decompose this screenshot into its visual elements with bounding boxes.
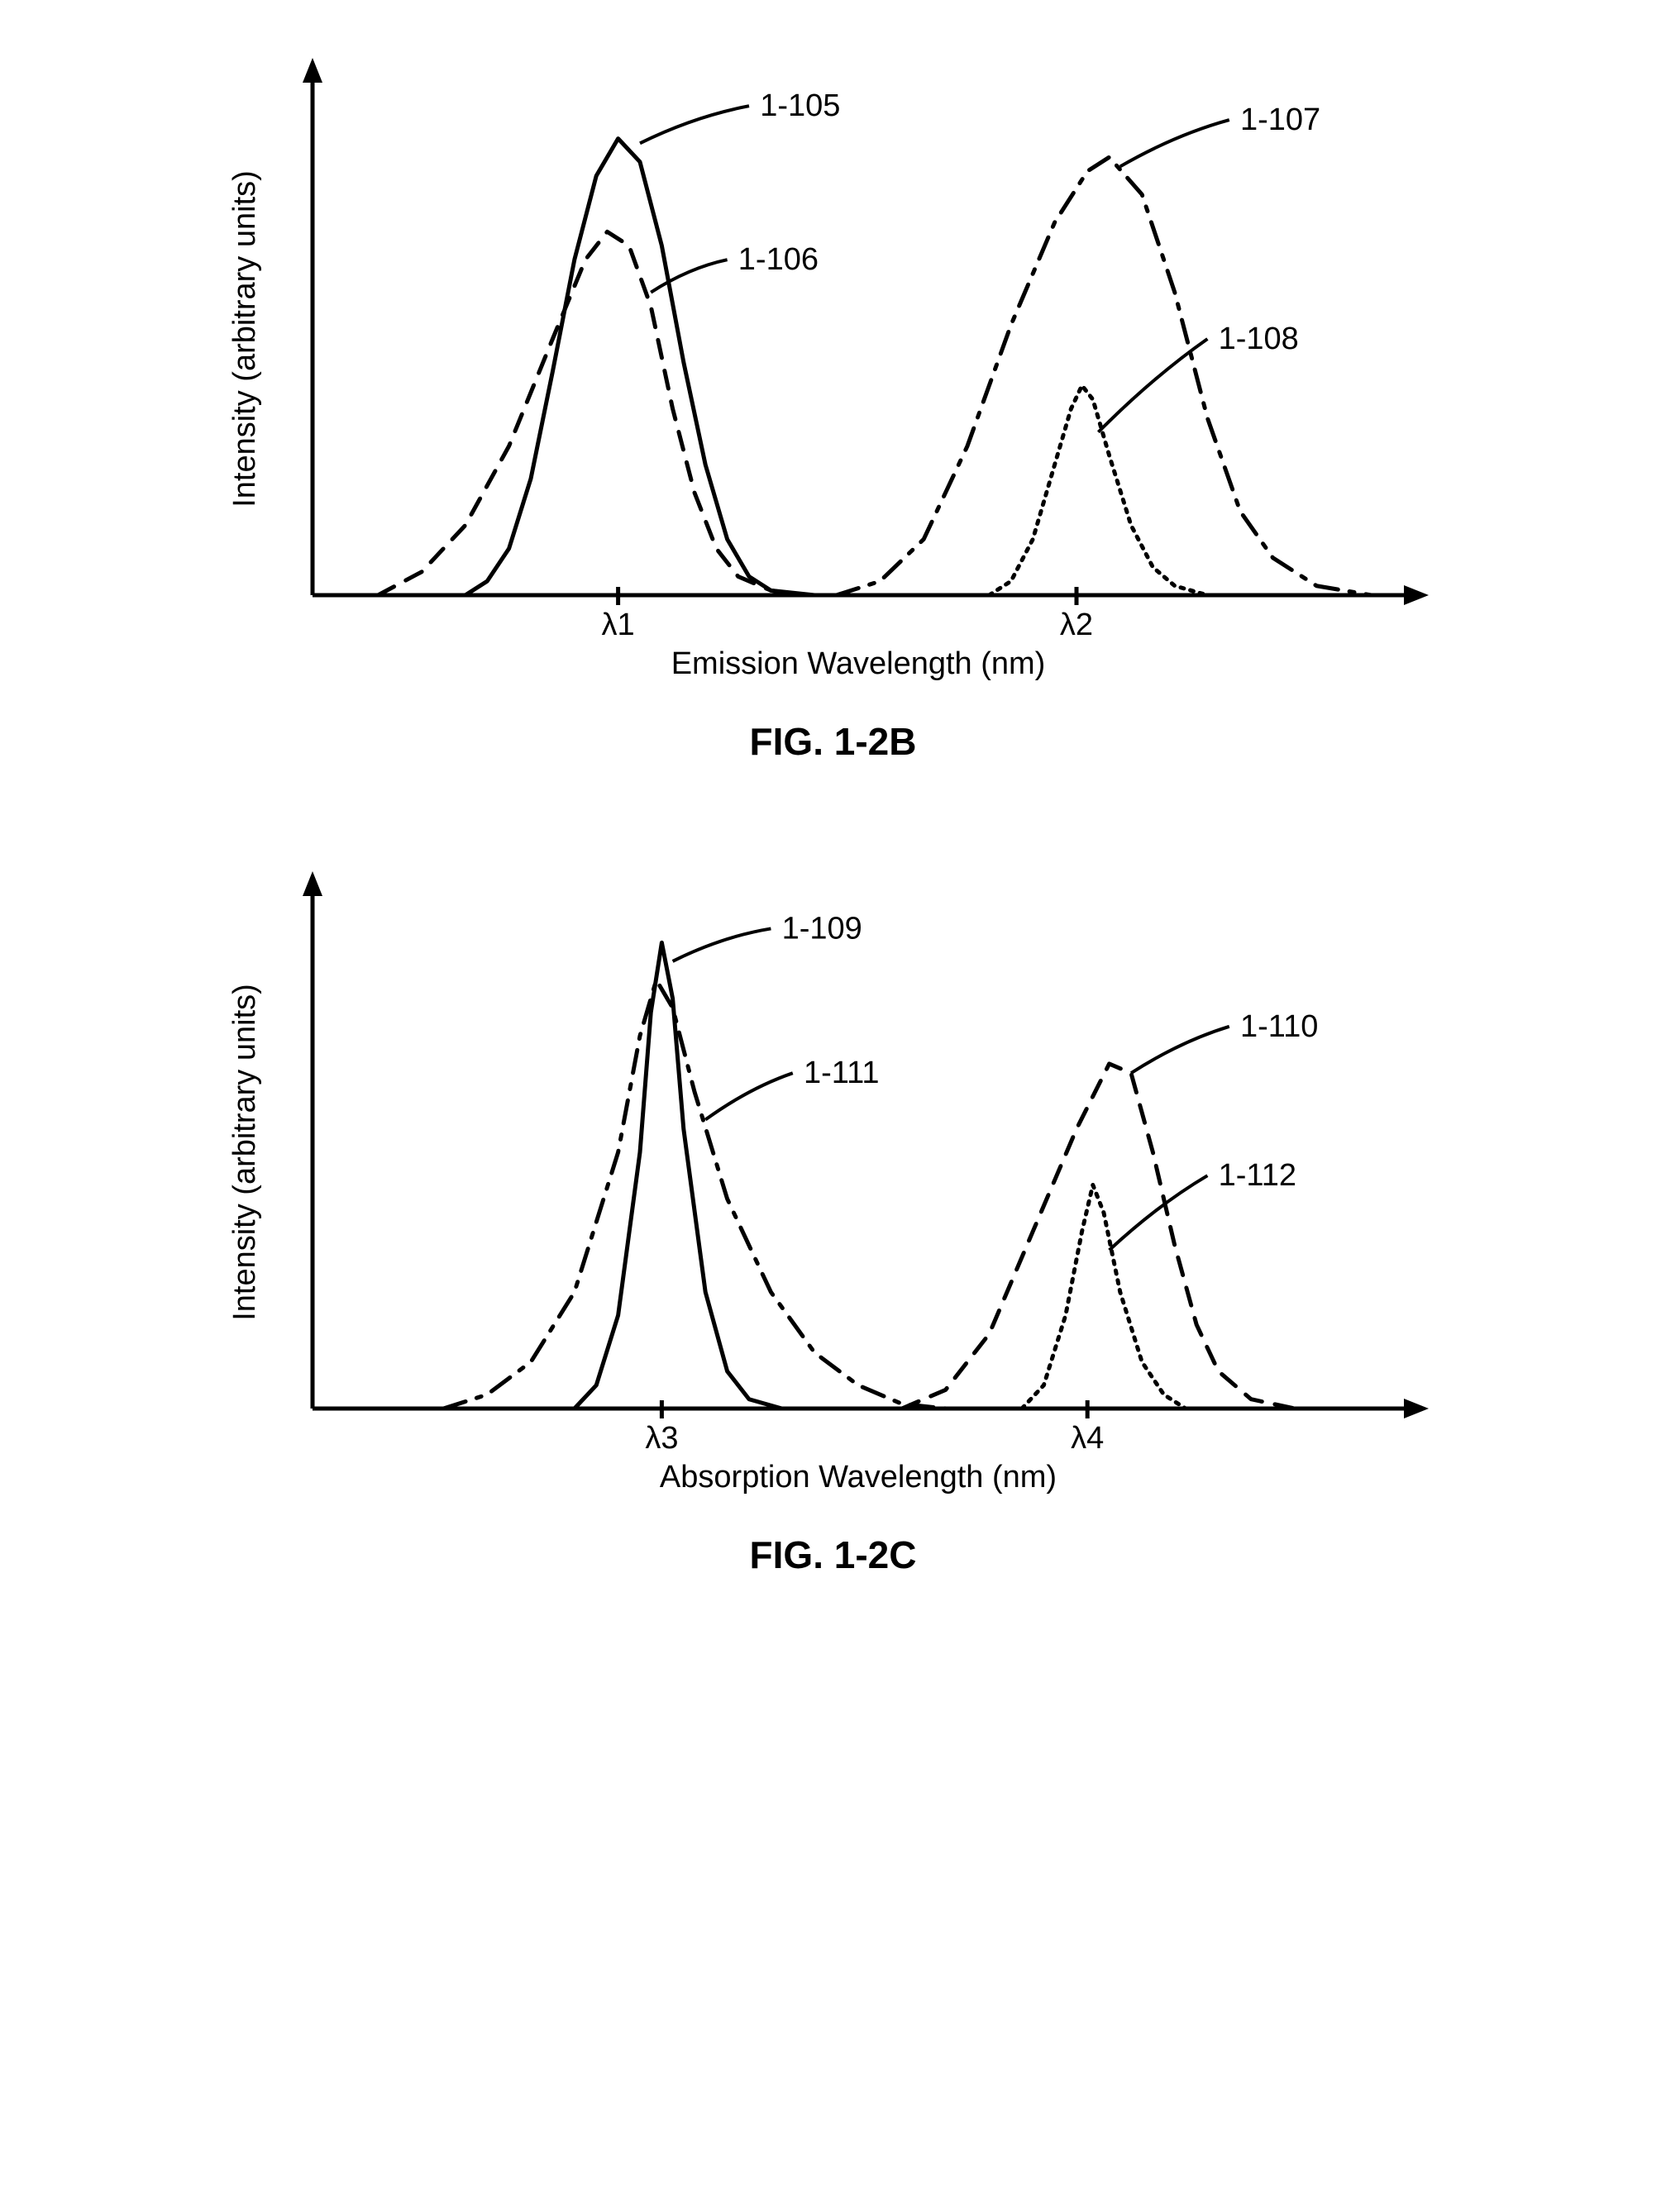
chartC-curve-1-111: [443, 980, 945, 1409]
chartC-x-axis-label: Absorption Wavelength (nm): [659, 1460, 1056, 1495]
chartC-svg: λ3 λ4 Absorption Wavelength (nm) Intensity …: [213, 863, 1454, 1508]
chartC-axes: [303, 871, 1429, 1418]
chart-b-container: λ1 λ2 Emission Wavelength (nm) Intensity (a…: [213, 50, 1454, 694]
chartB-svg: λ1 λ2 Emission Wavelength (nm) Intensity (a…: [213, 50, 1454, 694]
y-axis-arrow-icon: [303, 58, 322, 83]
chartB-x-axis-label: Emission Wavelength (nm): [671, 646, 1045, 681]
chartB-y-axis-label: Intensity (arbitrary units): [227, 170, 262, 508]
chartC-callout-label-1-110: 1-110: [1240, 1009, 1318, 1044]
chartB-callout-line-1-107: [1119, 120, 1229, 166]
chartC-xtick-label-1: λ4: [1071, 1421, 1104, 1456]
chartB-curve-1-107: [836, 157, 1371, 595]
chartC-curve-1-109: [574, 942, 781, 1409]
chartB-callout-label-1-108: 1-108: [1218, 322, 1298, 356]
chartC-xtick-label-0: λ3: [645, 1421, 678, 1456]
chartC-callout-label-1-112: 1-112: [1218, 1158, 1296, 1193]
chartB-callout-label-1-107: 1-107: [1240, 102, 1320, 137]
chartC-callout-label-1-109: 1-109: [781, 911, 862, 946]
chartC-y-axis-label: Intensity (arbitrary units): [227, 984, 262, 1321]
chartC-callout-label-1-111: 1-111: [804, 1056, 880, 1090]
chartB-curve-1-106: [378, 231, 804, 595]
chartB-xtick-label-1: λ2: [1059, 608, 1092, 642]
chartC-curve-1-112: [1022, 1185, 1186, 1409]
chartB-curve-1-105: [465, 139, 814, 595]
chartC-callout-line-1-110: [1131, 1027, 1229, 1073]
chartB-callout-label-1-106: 1-106: [738, 242, 818, 277]
chartC-callout-line-1-111: [705, 1073, 793, 1119]
figure-1-2b: λ1 λ2 Emission Wavelength (nm) Intensity (a…: [213, 50, 1454, 764]
chartC-curve-1-110: [901, 1064, 1294, 1409]
figure-1-2c: λ3 λ4 Absorption Wavelength (nm) Intensity …: [213, 863, 1454, 1577]
chartB-callout-line-1-106: [651, 260, 727, 292]
chartB-xtick-label-0: λ1: [601, 608, 634, 642]
chartC-callout-line-1-112: [1109, 1175, 1207, 1250]
y-axis-arrow-icon: [303, 871, 322, 896]
chartB-callout-label-1-105: 1-105: [760, 88, 840, 123]
chart-c-container: λ3 λ4 Absorption Wavelength (nm) Intensity …: [213, 863, 1454, 1508]
x-axis-arrow-icon: [1404, 1399, 1429, 1418]
chartB-curve-1-108: [989, 385, 1207, 595]
chartC-callout-line-1-109: [672, 928, 771, 961]
chartB-callout-line-1-105: [640, 106, 749, 143]
x-axis-arrow-icon: [1404, 585, 1429, 605]
caption-b: FIG. 1-2B: [213, 719, 1454, 764]
caption-c: FIG. 1-2C: [213, 1533, 1454, 1577]
